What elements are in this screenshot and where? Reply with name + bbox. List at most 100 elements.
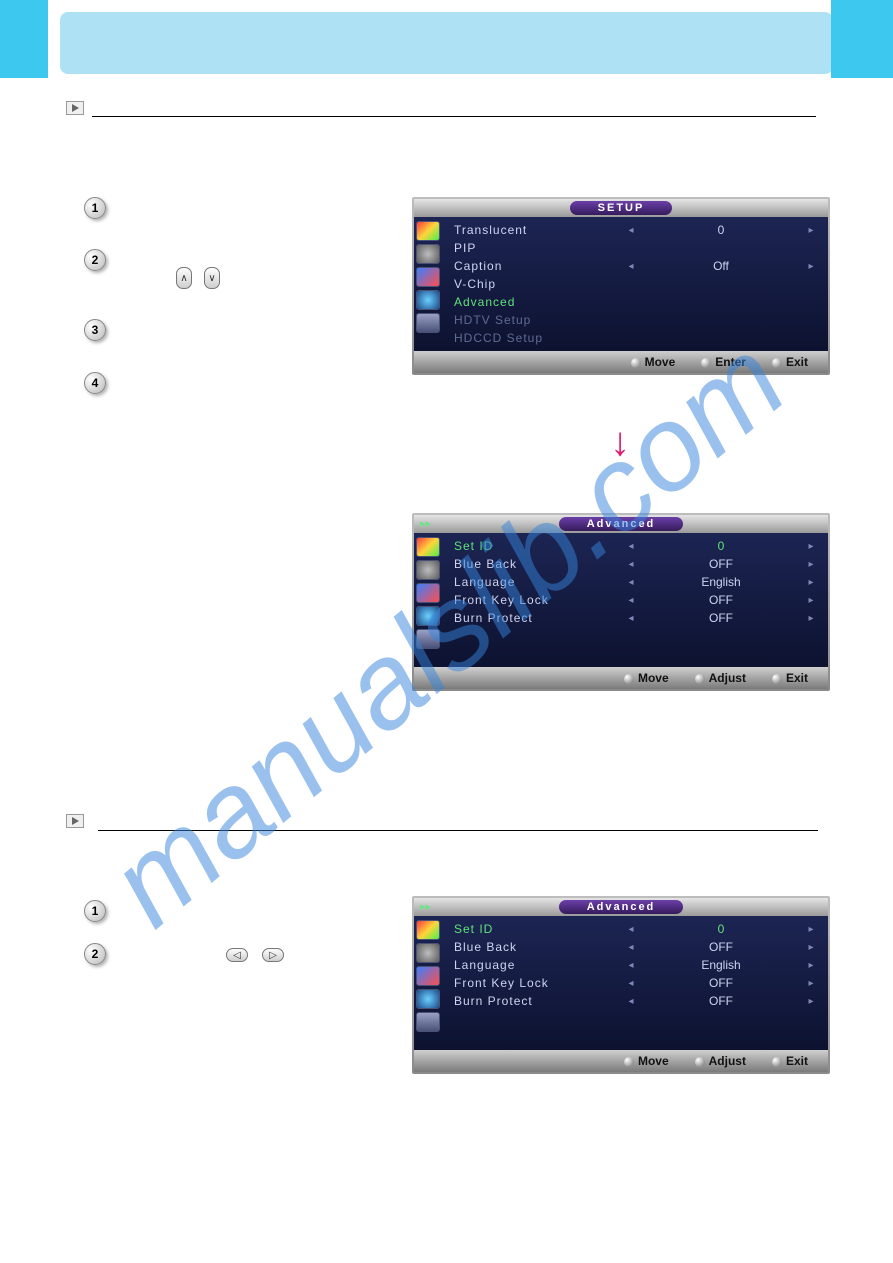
right-arrow-icon[interactable]: ▸	[804, 225, 818, 236]
osd-advanced-1: ▸▸ Advanced Set ID ◂ 0 ▸ Blue Back ◂ OFF…	[412, 513, 830, 691]
osd-item-label: Language	[454, 958, 624, 972]
osd-item-label: HDCCD Setup	[454, 331, 624, 345]
osd-items: Set ID ◂ 0 ▸ Blue Back ◂ OFF ▸ Language …	[444, 916, 828, 1050]
osd-row[interactable]: Front Key Lock ◂ OFF ▸	[454, 974, 818, 992]
osd-title: SETUP	[570, 201, 673, 215]
osd-footer: Move Adjust Exit	[414, 667, 828, 689]
osd-foot-hint: Exit	[772, 355, 808, 369]
left-arrow-icon[interactable]: ◂	[624, 942, 638, 953]
osd-row[interactable]: Burn Protect ◂ OFF ▸	[454, 992, 818, 1010]
osd-row[interactable]: Set ID ◂ 0 ▸	[454, 920, 818, 938]
osd-sidebar	[414, 533, 444, 667]
osd-sidebar	[414, 916, 444, 1050]
osd-item-value: OFF	[638, 994, 804, 1008]
osd-row[interactable]: Burn Protect ◂ OFF ▸	[454, 609, 818, 627]
left-arrow-icon[interactable]: ◂	[624, 960, 638, 971]
tab-sound-icon[interactable]	[416, 560, 440, 580]
osd-row[interactable]: Language ◂ English ▸	[454, 956, 818, 974]
section-2-head	[66, 814, 96, 828]
osd-items: Set ID ◂ 0 ▸ Blue Back ◂ OFF ▸ Language …	[444, 533, 828, 667]
osd-foot-hint: Adjust	[695, 671, 746, 685]
tab-screen-icon[interactable]	[416, 313, 440, 333]
right-arrow-icon[interactable]: ▸	[804, 996, 818, 1007]
right-arrow-icon[interactable]: ▸	[804, 595, 818, 606]
osd-items: Translucent ◂ 0 ▸ PIP Caption ◂ Off ▸ V-…	[444, 217, 828, 351]
osd-row[interactable]: Translucent ◂ 0 ▸	[454, 221, 818, 239]
right-key-icon: ▷	[262, 948, 284, 962]
osd-row[interactable]: PIP	[454, 239, 818, 257]
osd-item-value: 0	[638, 539, 804, 553]
osd-row[interactable]: HDTV Setup	[454, 311, 818, 329]
tab-setup-icon[interactable]	[416, 583, 440, 603]
osd-row[interactable]: HDCCD Setup	[454, 329, 818, 347]
right-arrow-icon[interactable]: ▸	[804, 577, 818, 588]
tab-screen-icon[interactable]	[416, 629, 440, 649]
osd-item-value: OFF	[638, 976, 804, 990]
osd-title-bar: ▸▸ Advanced	[414, 515, 828, 533]
left-arrow-icon[interactable]: ◂	[624, 978, 638, 989]
osd-row[interactable]: Front Key Lock ◂ OFF ▸	[454, 591, 818, 609]
tab-screen-icon[interactable]	[416, 1012, 440, 1032]
osd-row[interactable]: Blue Back ◂ OFF ▸	[454, 555, 818, 573]
left-arrow-icon[interactable]: ◂	[624, 559, 638, 570]
header-tab-left	[0, 0, 48, 78]
tab-sound-icon[interactable]	[416, 244, 440, 264]
osd-item-label: Set ID	[454, 922, 624, 936]
tab-sound-icon[interactable]	[416, 943, 440, 963]
right-arrow-icon[interactable]: ▸	[804, 978, 818, 989]
step-ball-4: 4	[84, 372, 106, 394]
osd-foot-hint: Move	[624, 671, 669, 685]
osd-item-label: Front Key Lock	[454, 593, 624, 607]
left-arrow-icon[interactable]: ◂	[624, 996, 638, 1007]
left-arrow-icon[interactable]: ◂	[624, 924, 638, 935]
left-arrow-icon[interactable]: ◂	[624, 595, 638, 606]
osd-row[interactable]: Language ◂ English ▸	[454, 573, 818, 591]
osd-item-value: 0	[638, 223, 804, 237]
tab-picture-icon[interactable]	[416, 537, 440, 557]
tab-picture-icon[interactable]	[416, 221, 440, 241]
osd-item-value: Off	[638, 259, 804, 273]
osd-footer: MoveEnterExit	[414, 351, 828, 373]
left-arrow-icon[interactable]: ◂	[624, 225, 638, 236]
osd-row[interactable]: V-Chip	[454, 275, 818, 293]
osd-sidebar	[414, 217, 444, 351]
left-key-icon: ◁	[226, 948, 248, 962]
left-arrow-icon[interactable]: ◂	[624, 261, 638, 272]
left-arrow-icon[interactable]: ◂	[624, 613, 638, 624]
osd-item-label: Burn Protect	[454, 994, 624, 1008]
osd-row[interactable]: Advanced	[454, 293, 818, 311]
right-arrow-icon[interactable]: ▸	[804, 541, 818, 552]
osd-row-empty	[454, 1028, 818, 1046]
right-arrow-icon[interactable]: ▸	[804, 924, 818, 935]
tab-time-icon[interactable]	[416, 989, 440, 1009]
right-arrow-icon[interactable]: ▸	[804, 960, 818, 971]
left-arrow-icon[interactable]: ◂	[624, 541, 638, 552]
tab-time-icon[interactable]	[416, 606, 440, 626]
step-ball-2: 2	[84, 249, 106, 271]
osd-item-label: Front Key Lock	[454, 976, 624, 990]
down-arrow-icon: ↓	[610, 420, 630, 465]
header-tab-right	[831, 0, 893, 78]
tab-picture-icon[interactable]	[416, 920, 440, 940]
osd-foot-hint: Exit	[772, 671, 808, 685]
right-arrow-icon[interactable]: ▸	[804, 613, 818, 624]
osd-item-label: V-Chip	[454, 277, 624, 291]
osd-item-label: Translucent	[454, 223, 624, 237]
tab-setup-icon[interactable]	[416, 966, 440, 986]
osd-title: Advanced	[559, 517, 684, 531]
osd-row-empty	[454, 645, 818, 663]
osd-row[interactable]: Caption ◂ Off ▸	[454, 257, 818, 275]
tab-setup-icon[interactable]	[416, 267, 440, 287]
right-arrow-icon[interactable]: ▸	[804, 261, 818, 272]
left-arrow-icon[interactable]: ◂	[624, 577, 638, 588]
right-arrow-icon[interactable]: ▸	[804, 942, 818, 953]
osd-item-label: Blue Back	[454, 940, 624, 954]
right-arrow-icon[interactable]: ▸	[804, 559, 818, 570]
osd-row[interactable]: Set ID ◂ 0 ▸	[454, 537, 818, 555]
osd-item-label: Advanced	[454, 295, 624, 309]
osd-title-bar: ▸▸ Advanced	[414, 898, 828, 916]
play-icon	[66, 101, 84, 115]
tab-time-icon[interactable]	[416, 290, 440, 310]
osd-row[interactable]: Blue Back ◂ OFF ▸	[454, 938, 818, 956]
osd-body: Translucent ◂ 0 ▸ PIP Caption ◂ Off ▸ V-…	[414, 217, 828, 351]
